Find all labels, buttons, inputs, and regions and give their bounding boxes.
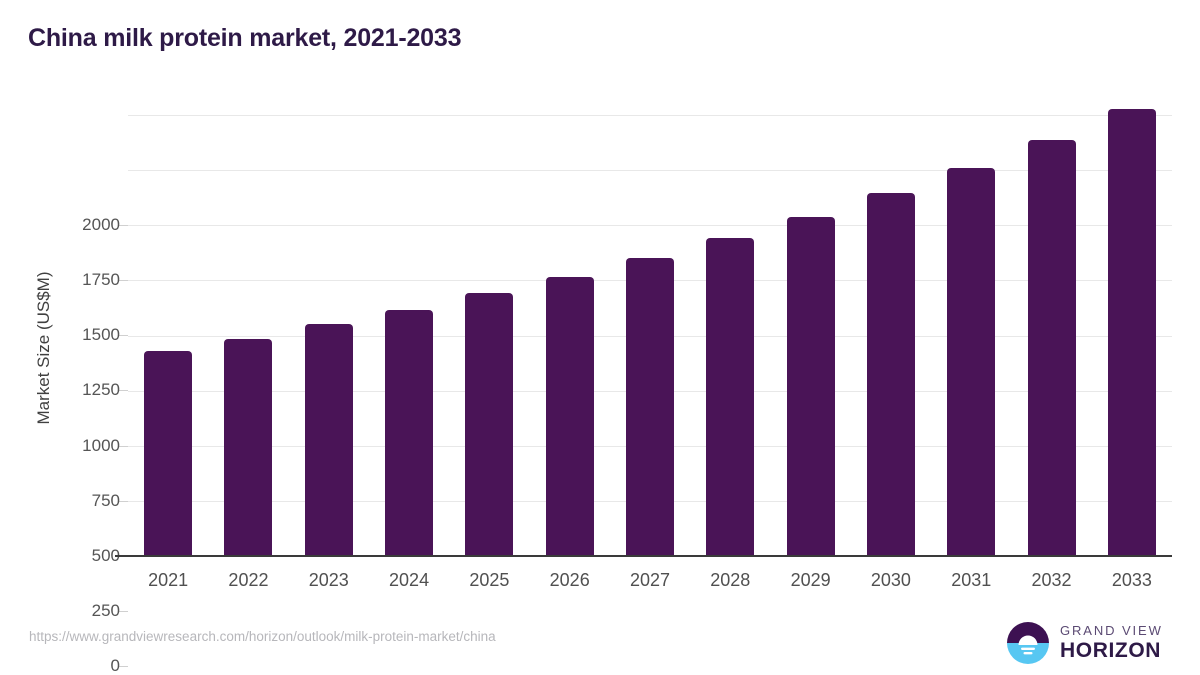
y-tick-mark <box>118 666 128 667</box>
gridline <box>128 225 1172 227</box>
y-tick-label: 1000 <box>82 435 120 455</box>
source-url[interactable]: https://www.grandviewresearch.com/horizo… <box>29 629 496 644</box>
y-axis-title: Market Size (US$M) <box>34 271 53 425</box>
y-tick-mark <box>118 335 128 337</box>
y-tick-label: 0 <box>110 656 120 675</box>
y-tick-mark <box>118 610 128 612</box>
x-tick-label: 2028 <box>710 570 751 590</box>
bar[interactable] <box>304 324 353 555</box>
logo-text: GRAND VIEW HORIZON <box>1060 623 1180 662</box>
x-tick-label: 2022 <box>228 570 269 590</box>
y-tick-label: 500 <box>91 545 120 565</box>
x-tick-label: 2025 <box>469 570 510 590</box>
plot-frame: 2021 2022 2023 2024 2025 2026 2027 2028 2029 2030… <box>115 109 1172 590</box>
bar[interactable] <box>1107 109 1156 555</box>
x-tick-label: 2031 <box>951 570 992 590</box>
bar[interactable] <box>385 309 434 555</box>
y-axis: Market Size (US$M) 0 250 500 750 1000 1250 150… <box>20 110 128 675</box>
x-tick-label: 2027 <box>629 570 671 590</box>
y-tick-label: 1500 <box>82 325 120 345</box>
x-tick-label: 2032 <box>1031 570 1072 590</box>
y-tick-mark <box>118 225 128 226</box>
logo-line-grand-view: GRAND VIEW <box>1060 623 1163 638</box>
bar[interactable] <box>866 193 915 555</box>
y-tick-mark <box>118 390 128 392</box>
bar[interactable] <box>947 167 996 555</box>
brand-logo[interactable]: GRAND VIEW HORIZON <box>1006 618 1176 666</box>
y-tick-mark <box>118 500 128 502</box>
plot-area <box>128 109 1172 556</box>
y-tick-label: 2000 <box>82 215 120 234</box>
bar[interactable] <box>224 339 273 555</box>
y-tick-label: 1250 <box>82 380 120 400</box>
bar[interactable] <box>706 238 755 555</box>
bar[interactable] <box>465 293 514 555</box>
x-axis-line <box>115 555 1172 557</box>
page-title: China milk protein market, 2021-2033 <box>28 24 462 52</box>
bar[interactable] <box>144 350 193 555</box>
bar[interactable] <box>545 276 594 555</box>
x-tick-label: 2033 <box>1111 570 1152 590</box>
y-tick-mark <box>118 280 128 282</box>
x-tick-label: 2021 <box>148 570 189 590</box>
bar[interactable] <box>626 257 674 555</box>
x-tick-label: 2026 <box>549 570 590 590</box>
logo-line-horizon: HORIZON <box>1060 639 1162 662</box>
bar[interactable] <box>786 216 835 555</box>
grand-view-horizon-logo-mark <box>1007 622 1049 664</box>
x-tick-label: 2030 <box>870 570 911 590</box>
bar[interactable] <box>1027 139 1076 555</box>
gridline <box>128 115 1172 116</box>
x-tick-label: 2024 <box>389 570 430 590</box>
y-tick-label: 750 <box>91 490 120 510</box>
x-tick-label: 2023 <box>308 570 349 590</box>
y-tick-mark <box>118 445 128 447</box>
y-tick-label: 1750 <box>82 270 120 290</box>
y-tick-label: 250 <box>91 600 120 620</box>
x-tick-label: 2029 <box>790 570 831 590</box>
gridline <box>128 170 1172 172</box>
